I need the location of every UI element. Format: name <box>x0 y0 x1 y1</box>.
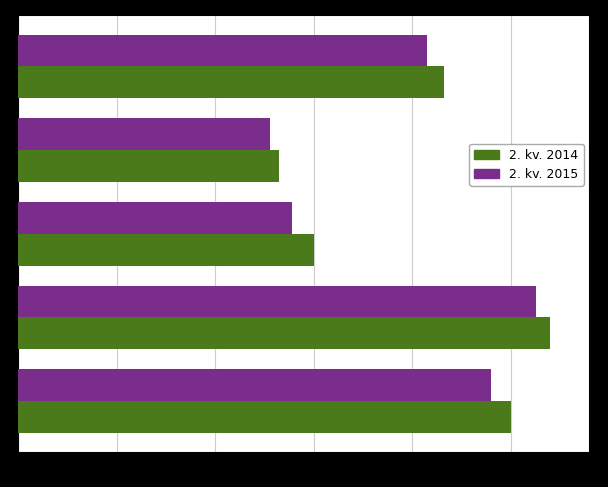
Bar <box>18 118 269 150</box>
Legend: 2. kv. 2014, 2. kv. 2015: 2. kv. 2014, 2. kv. 2015 <box>469 144 584 186</box>
Bar <box>18 66 444 98</box>
Bar <box>18 401 511 433</box>
Bar <box>18 150 279 182</box>
Bar <box>18 369 491 401</box>
Bar <box>18 35 427 66</box>
Bar <box>18 234 314 265</box>
Bar <box>18 286 536 318</box>
Bar <box>18 202 292 234</box>
Bar <box>18 318 550 349</box>
